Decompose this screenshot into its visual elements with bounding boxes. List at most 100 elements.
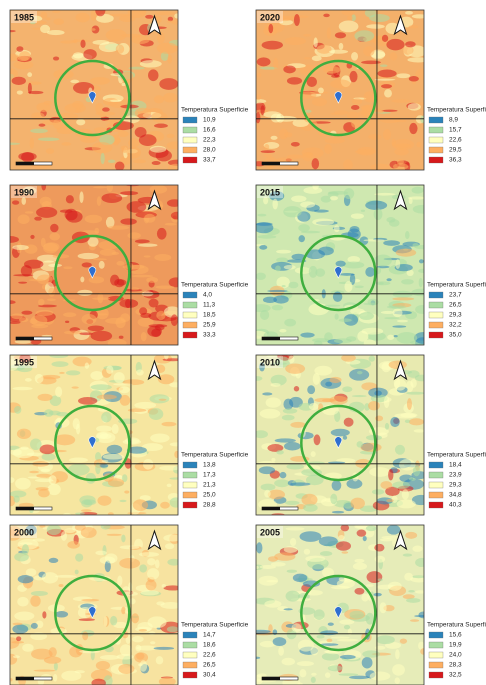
blotch (150, 146, 166, 153)
blotch (48, 287, 55, 296)
blotch (156, 311, 165, 320)
blotch (284, 442, 301, 450)
blotch (105, 120, 121, 122)
blotch (325, 382, 332, 387)
blotch (82, 262, 92, 267)
blotch (150, 185, 167, 194)
legend-title: Temperatura Superficie (427, 282, 486, 289)
blotch (363, 303, 378, 306)
blotch (118, 664, 134, 674)
blotch (413, 205, 432, 214)
blotch (309, 403, 319, 410)
blotch (21, 197, 26, 205)
blotch (407, 370, 419, 378)
blotch (95, 5, 105, 17)
blotch (20, 446, 28, 449)
blotch (392, 297, 414, 300)
blotch (53, 674, 57, 682)
blotch (96, 425, 112, 432)
blotch (42, 453, 56, 460)
blotch (312, 98, 327, 106)
blotch (51, 361, 68, 367)
blotch (283, 408, 298, 413)
blotch (287, 570, 297, 573)
blotch (75, 670, 85, 673)
blotch (29, 471, 39, 473)
blotch (21, 152, 34, 162)
blotch (141, 332, 147, 341)
blotch (38, 137, 60, 141)
blotch (349, 676, 369, 679)
legend-value: 28,8 (203, 502, 216, 509)
blotch (405, 231, 410, 239)
blotch (298, 224, 310, 232)
year-label: 2000 (14, 527, 34, 537)
blotch (394, 335, 398, 337)
map-panel: 2015Temperatura Superficie23,726,529,332… (250, 182, 486, 348)
blotch (95, 551, 107, 556)
blotch (154, 124, 168, 128)
blotch (174, 13, 180, 18)
blotch (12, 624, 28, 633)
blotch (99, 464, 108, 468)
blotch (343, 160, 353, 171)
blotch (304, 549, 310, 555)
legend-swatch (429, 292, 443, 298)
blotch (275, 265, 281, 271)
blotch (71, 386, 78, 388)
blotch (253, 657, 260, 659)
blotch (342, 386, 352, 392)
blotch (349, 611, 364, 619)
blotch (393, 163, 408, 170)
blotch (75, 108, 80, 113)
blotch (92, 297, 110, 300)
blotch (157, 228, 167, 240)
blotch (344, 625, 350, 629)
blotch (325, 672, 330, 677)
blotch (350, 226, 360, 233)
blotch (63, 312, 76, 317)
blotch (324, 144, 332, 154)
blotch (264, 144, 269, 150)
blotch (155, 559, 160, 568)
blotch (383, 240, 400, 246)
blotch (290, 538, 296, 546)
blotch (392, 664, 405, 676)
blotch (21, 311, 32, 315)
blotch (94, 228, 99, 234)
blotch (139, 552, 159, 557)
legend-title: Temperatura Superficie (181, 282, 249, 289)
blotch (108, 226, 130, 230)
blotch (47, 525, 61, 535)
blotch (101, 523, 111, 529)
blotch (54, 434, 75, 445)
blotch (40, 445, 56, 455)
legend-swatch (183, 492, 197, 498)
blotch (267, 290, 288, 292)
blotch (290, 482, 311, 486)
blotch (261, 150, 276, 153)
blotch (287, 77, 302, 85)
blotch (350, 71, 358, 82)
blotch (386, 39, 404, 50)
blotch (409, 25, 419, 28)
blotch (354, 588, 364, 595)
blotch (283, 399, 293, 410)
blotch (55, 575, 77, 578)
blotch (50, 224, 58, 233)
year-label: 2005 (260, 527, 280, 537)
blotch (344, 281, 352, 292)
blotch (80, 40, 85, 48)
blotch (49, 647, 57, 657)
blotch (154, 254, 171, 261)
blotch (37, 275, 53, 285)
blotch (412, 546, 422, 552)
blotch (336, 541, 351, 551)
blotch (162, 422, 177, 427)
blotch (251, 304, 271, 312)
blotch (350, 498, 364, 510)
legend-swatch (183, 312, 197, 318)
blotch (391, 99, 411, 102)
blotch (140, 60, 162, 67)
blotch (268, 165, 273, 169)
